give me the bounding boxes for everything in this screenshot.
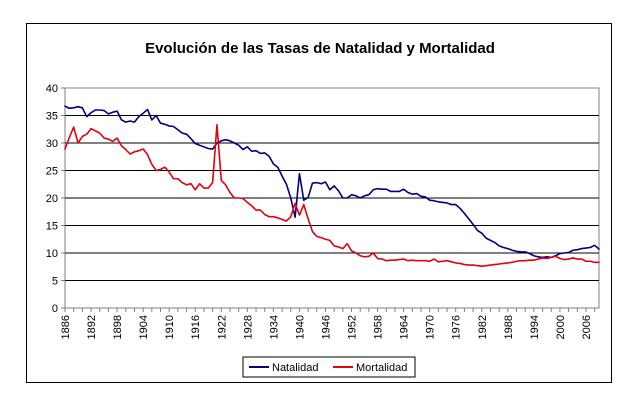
x-tick-label: 1994 — [529, 315, 541, 339]
x-tick-label: 1898 — [112, 315, 124, 339]
y-tick-label: 10 — [46, 248, 58, 260]
x-tick-label: 1946 — [320, 315, 332, 339]
y-tick-label: 30 — [46, 138, 58, 150]
series-lines — [64, 105, 600, 267]
x-tick-label: 1964 — [399, 315, 411, 339]
x-tick-label: 2000 — [555, 315, 567, 339]
x-tick-label: 1970 — [425, 315, 437, 339]
x-tick-label: 1886 — [60, 315, 72, 339]
x-tick-label: 1982 — [477, 315, 489, 339]
x-tick-label: 1904 — [138, 315, 150, 339]
x-tick-label: 1892 — [86, 315, 98, 339]
x-tick-label: 1958 — [373, 315, 385, 339]
x-tick-label: 1952 — [347, 315, 359, 339]
axes: 0 5 10 15 20 25 30 35 40 1886 1892 1898 1904 1910 1916… — [46, 83, 596, 339]
legend-label-natalidad: Natalidad — [272, 362, 318, 374]
series-line-mortalidad — [64, 124, 600, 267]
y-tick-label: 5 — [52, 276, 58, 288]
x-tick-label: 1928 — [242, 315, 254, 339]
x-tick-label: 1940 — [294, 315, 306, 339]
y-tick-label: 20 — [46, 193, 58, 205]
gridlines — [65, 115, 599, 281]
series-line-natalidad — [64, 105, 600, 259]
x-tick-label: 1976 — [451, 315, 463, 339]
legend: Natalidad Mortalidad — [242, 356, 416, 378]
x-tick-label: 1988 — [503, 315, 515, 339]
x-tick-label: 1934 — [268, 315, 280, 339]
legend-label-mortalidad: Mortalidad — [356, 362, 407, 374]
y-tick-label: 25 — [46, 166, 58, 178]
chart-title: Evolución de las Tasas de Natalidad y Mo… — [145, 40, 495, 57]
y-tick-label: 0 — [52, 303, 58, 315]
x-tick-label: 1910 — [164, 315, 176, 339]
y-tick-label: 40 — [46, 83, 58, 95]
legend-box — [242, 356, 416, 378]
y-tick-label: 35 — [46, 111, 58, 123]
x-tick-label: 1916 — [190, 315, 202, 339]
y-tick-label: 15 — [46, 221, 58, 233]
x-tick-label: 1922 — [216, 315, 228, 339]
x-tick-label: 2006 — [581, 315, 593, 339]
